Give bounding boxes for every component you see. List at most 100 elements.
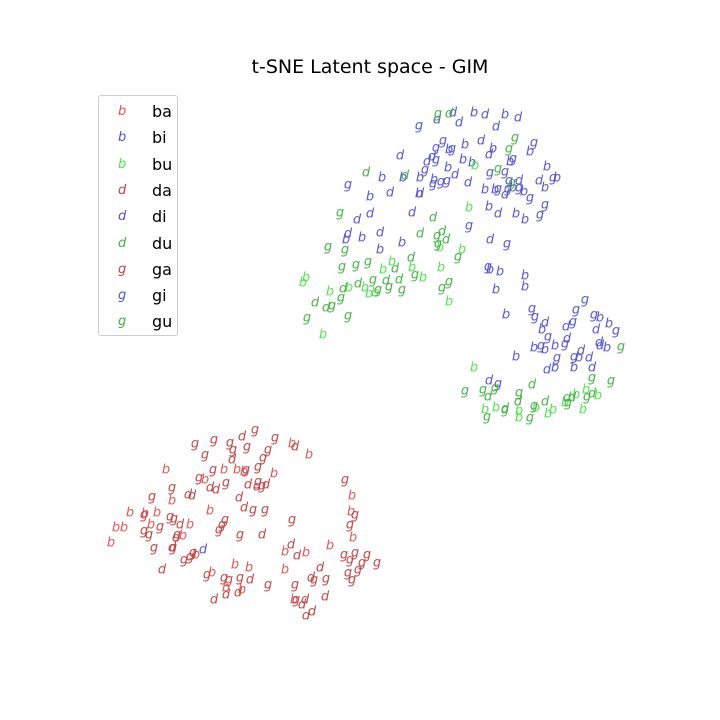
point-ga-6: g <box>201 448 209 463</box>
point-bi-31: b <box>496 265 504 280</box>
legend-item-ga: g ga <box>99 258 179 284</box>
legend-marker-bi: b <box>118 130 127 146</box>
point-ga-51: g <box>340 548 348 563</box>
point-bi-27: b <box>485 200 493 215</box>
point-ba-27: b <box>349 531 357 546</box>
point-gu-34: g <box>588 371 596 386</box>
point-bi-20: b <box>399 171 407 186</box>
legend-label-bu: bu <box>152 154 173 174</box>
point-ga-39: g <box>236 571 244 586</box>
point-du-5: d <box>416 227 425 242</box>
point-gi-0: g <box>415 119 423 134</box>
point-du-1: d <box>362 166 371 181</box>
point-bi-37: b <box>551 339 559 354</box>
point-bu-2: b <box>458 243 466 258</box>
point-gu-10: g <box>369 273 377 288</box>
point-ga-58: g <box>189 546 197 561</box>
point-bi-36: b <box>538 323 546 338</box>
point-bi-22: b <box>366 190 374 205</box>
point-ga-9: g <box>264 443 272 458</box>
point-ga-22: g <box>166 510 174 525</box>
point-gu-8: g <box>336 206 344 221</box>
point-ga-17: g <box>254 475 262 490</box>
point-bi-34: b <box>492 283 500 298</box>
point-ba-15: b <box>240 465 248 480</box>
legend-marker-bu: b <box>118 156 127 172</box>
point-gu-27: g <box>491 381 499 396</box>
point-gu-23: g <box>303 311 311 326</box>
point-bi-45: b <box>530 341 538 356</box>
point-ga-19: g <box>140 508 148 523</box>
point-du-13: d <box>311 296 320 311</box>
point-gi-15: g <box>501 165 509 180</box>
point-du-18: d <box>528 378 537 393</box>
point-bu-16: b <box>470 361 478 376</box>
point-da-7: d <box>235 491 244 506</box>
point-ga-46: g <box>346 553 354 568</box>
point-bi-7: b <box>526 145 534 160</box>
point-bi-43: b <box>551 361 559 376</box>
point-gu-2: g <box>505 142 513 157</box>
point-ba-13: b <box>220 463 228 478</box>
point-bi-26: b <box>342 233 350 248</box>
point-ga-50: g <box>358 556 366 571</box>
point-ba-16: b <box>231 558 239 573</box>
point-ga-48: g <box>363 548 371 563</box>
point-bi-28: b <box>512 207 520 222</box>
point-bi-21: b <box>378 171 386 186</box>
point-ba-4: b <box>141 507 149 522</box>
legend-item-gi: g gi <box>99 284 179 310</box>
point-da-13: d <box>287 538 296 553</box>
point-gu-20: g <box>438 281 446 296</box>
point-ba-26: b <box>347 505 355 520</box>
point-ba-31: b <box>270 467 278 482</box>
point-bu-26: b <box>544 407 552 422</box>
point-gi-7: g <box>429 177 437 192</box>
point-gu-25: g <box>461 384 469 399</box>
point-di-0: d <box>449 106 458 121</box>
point-ga-18: g <box>258 479 266 494</box>
point-gi-19: g <box>541 198 549 213</box>
point-gi-35: g <box>569 315 577 330</box>
point-da-19: d <box>308 605 317 620</box>
point-ba-3: b <box>126 506 134 521</box>
point-da-17: d <box>301 593 310 608</box>
point-di-17: d <box>486 233 495 248</box>
legend-marker-ba: b <box>118 104 127 119</box>
point-bu-3: b <box>437 261 445 276</box>
point-bi-14: b <box>481 183 489 198</box>
point-da-14: d <box>293 549 302 564</box>
point-bu-25: b <box>579 403 587 418</box>
point-di-36: d <box>199 543 208 558</box>
point-bu-1: b <box>465 201 473 216</box>
point-da-26: d <box>222 588 231 603</box>
point-gu-14: g <box>324 240 332 255</box>
point-gu-26: g <box>479 383 487 398</box>
point-da-5: d <box>206 481 215 496</box>
point-bi-44: b <box>541 343 549 358</box>
point-ba-17: b <box>245 561 253 576</box>
point-da-11: d <box>240 501 249 516</box>
point-gi-9: g <box>486 166 494 181</box>
point-ga-16: g <box>242 463 250 478</box>
point-du-12: d <box>339 282 348 297</box>
point-da-27: d <box>234 586 243 601</box>
point-ga-23: g <box>170 512 178 527</box>
point-du-19: d <box>541 395 550 410</box>
point-bi-23: b <box>398 236 406 251</box>
point-bi-38: b <box>596 311 604 326</box>
point-ga-14: g <box>195 471 203 486</box>
point-di-7: d <box>485 148 494 163</box>
point-bi-1: b <box>501 108 509 123</box>
point-du-0: d <box>445 107 454 122</box>
point-di-6: d <box>477 134 486 149</box>
point-ga-40: g <box>264 578 272 593</box>
point-ga-10: g <box>254 460 262 475</box>
point-ga-44: g <box>322 572 330 587</box>
point-bi-0: b <box>470 106 478 121</box>
point-gu-36: g <box>617 340 625 355</box>
point-du-17: d <box>514 395 523 410</box>
